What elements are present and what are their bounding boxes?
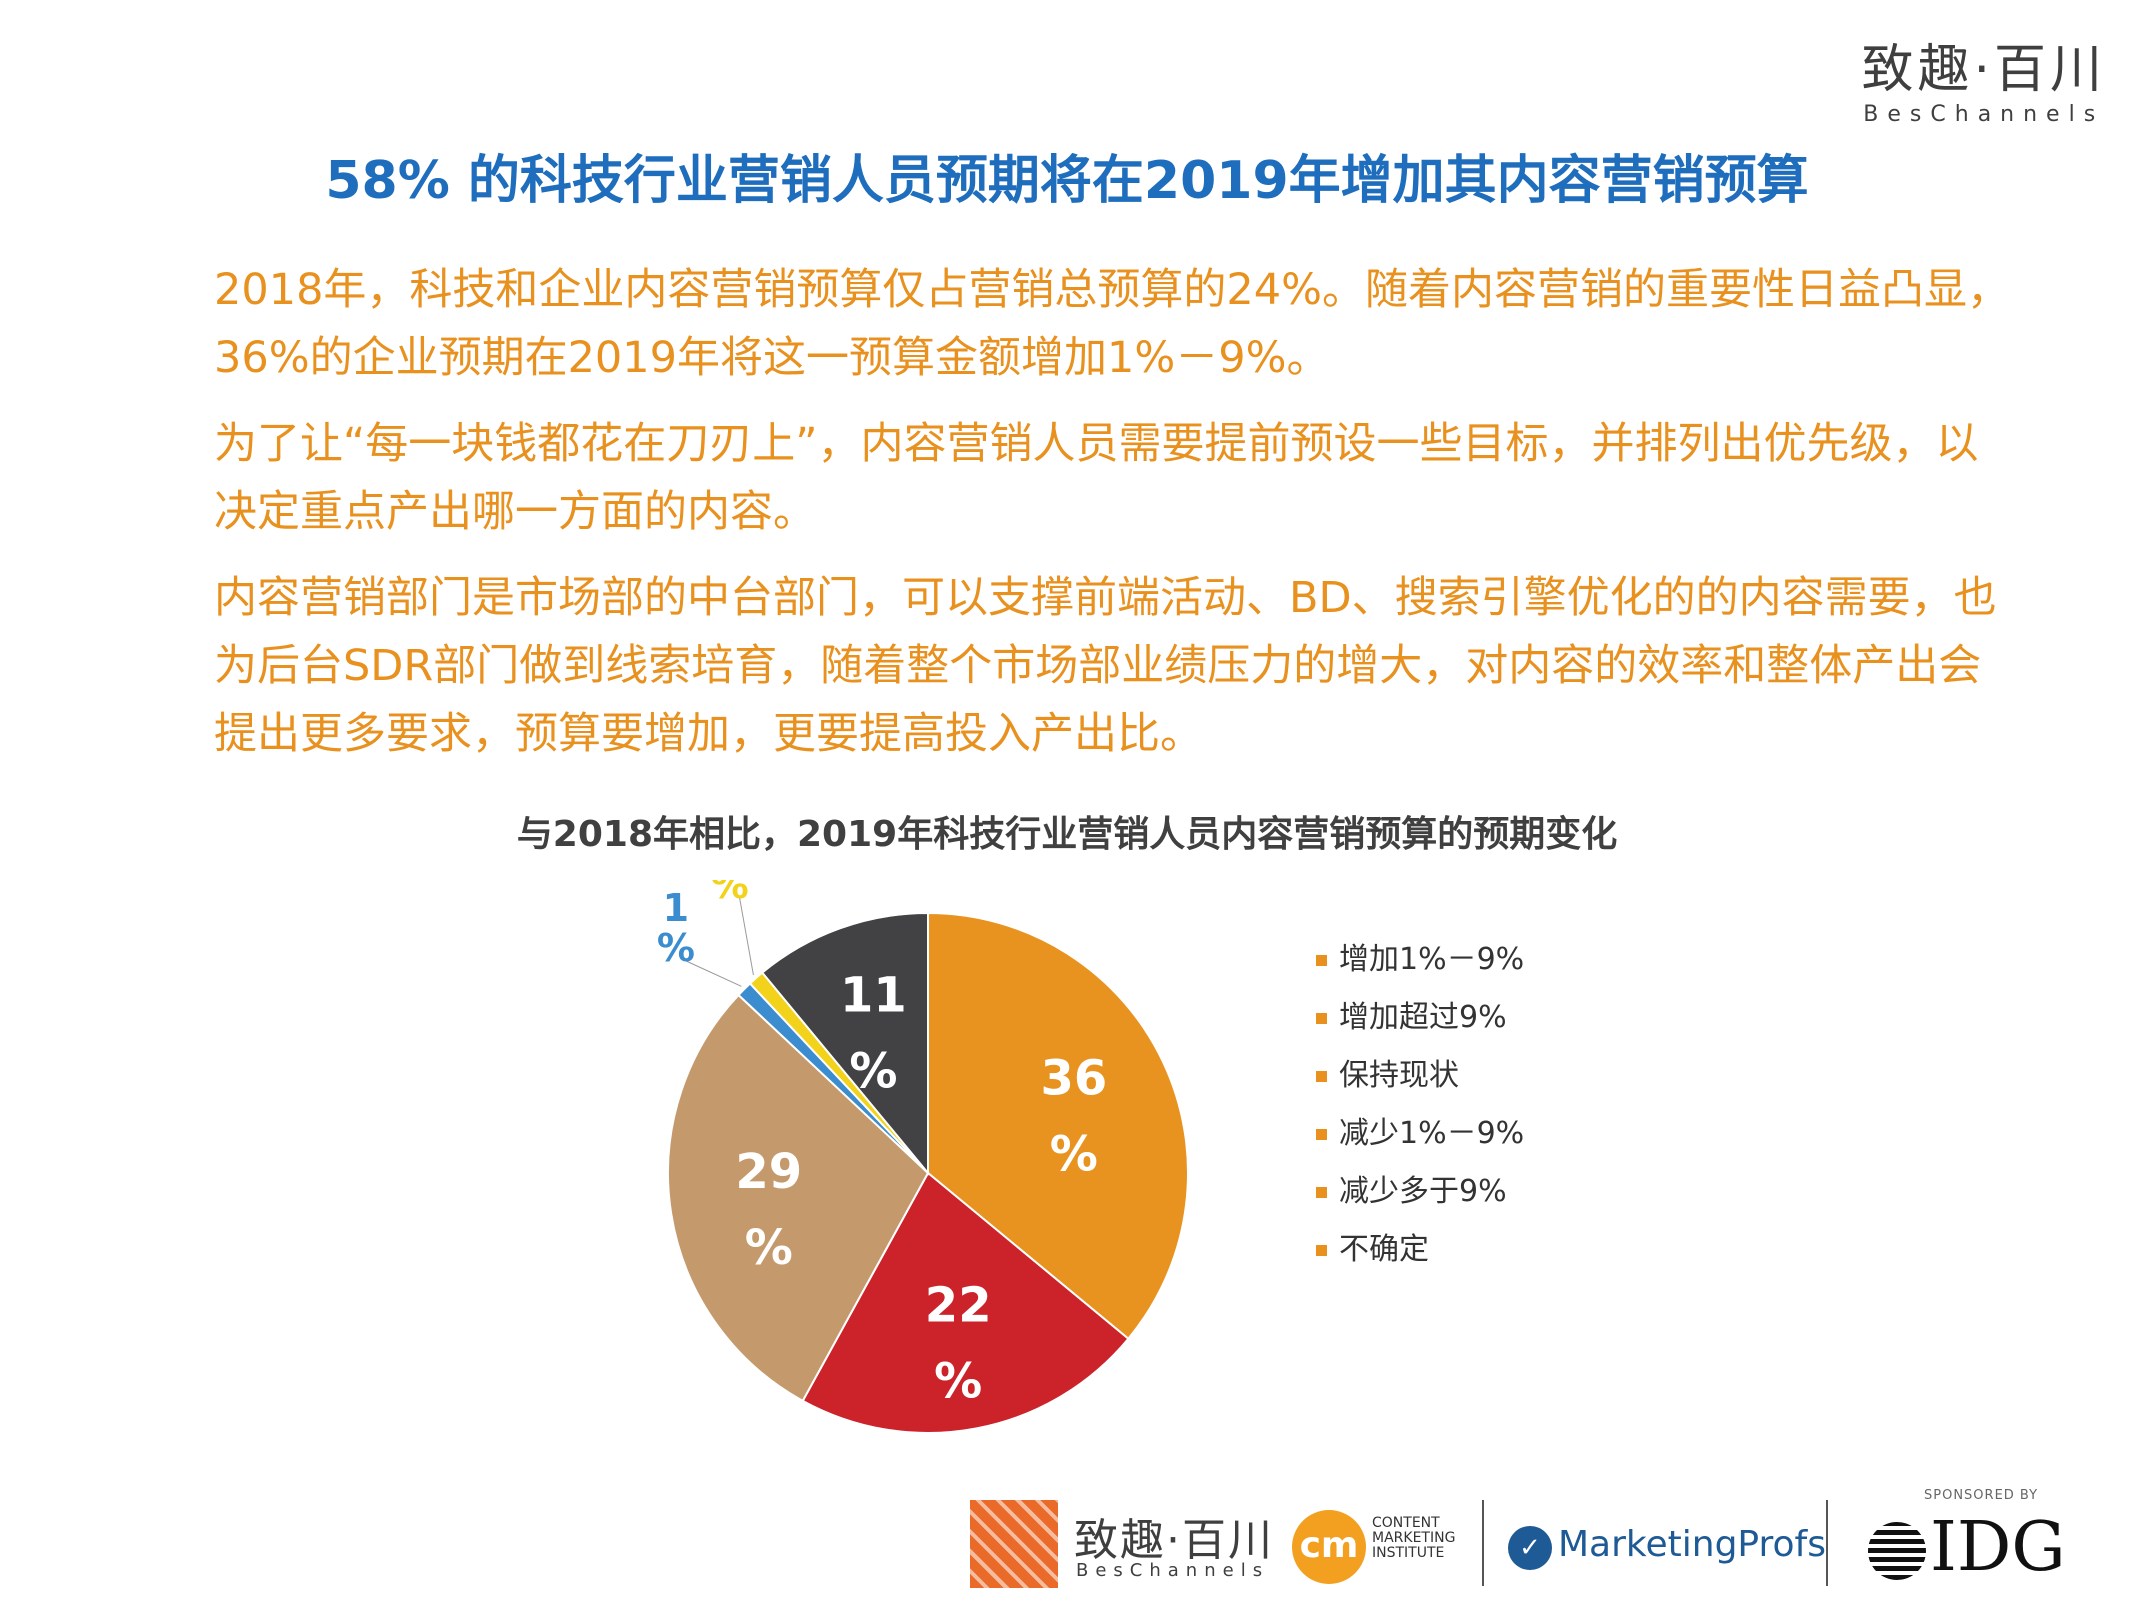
paragraph-1: 2018年，科技和企业内容营销预算仅占营销总预算的24%。随着内容营销的重要性日… <box>214 265 2011 383</box>
legend-swatch <box>1316 955 1327 966</box>
legend-label: 减少1%－9% <box>1339 1116 1525 1151</box>
marketingprofs-logo: MarketingProfs <box>1558 1524 1826 1565</box>
cmi-line: INSTITUTE <box>1372 1545 1445 1561</box>
slice-percent-label: % <box>1050 1126 1098 1182</box>
slice-percent-label: % <box>934 1353 982 1409</box>
slice-value-label: 36 <box>1040 1050 1107 1106</box>
slice-percent-label: % <box>849 1043 897 1099</box>
legend-swatch <box>1316 1129 1327 1140</box>
legend-swatch <box>1316 1187 1327 1198</box>
chart-legend: 增加1%－9% 增加超过9% 保持现状 减少1%－9% 减少多于9% 不确定 <box>1316 940 1524 1288</box>
slice-value-label: 29 <box>735 1144 802 1200</box>
beschannels-logo-en: BesChannels <box>1076 1560 1270 1581</box>
footer-logos: 致趣·百川 BesChannels cm CONTENT MARKETING I… <box>970 1488 2110 1588</box>
brand-name-en: BesChannels <box>1863 102 2105 127</box>
slice-value-label: 11 <box>840 967 907 1023</box>
slice-percent-label: % <box>745 1220 793 1276</box>
legend-label: 减少多于9% <box>1339 1174 1507 1209</box>
legend-item: 增加超过9% <box>1316 998 1524 1038</box>
cmi-line: MARKETING <box>1372 1530 1456 1546</box>
legend-item: 增加1%－9% <box>1316 940 1524 980</box>
beschannels-logo-mark <box>970 1500 1058 1588</box>
pie-slice <box>927 911 1189 1341</box>
logo-divider <box>1826 1500 1828 1586</box>
legend-item: 保持现状 <box>1316 1056 1524 1096</box>
idg-globe-icon <box>1868 1522 1926 1580</box>
pie-slice <box>760 911 929 1176</box>
slice-value-label: 22 <box>925 1277 992 1333</box>
pie-slice <box>667 993 930 1403</box>
brand-logo-top: 致趣·百川 BesChannels <box>1861 40 2106 127</box>
cmi-logo-text: CONTENT MARKETING INSTITUTE <box>1372 1516 1455 1561</box>
sponsored-by-label: SPONSORED BY <box>1924 1488 2039 1503</box>
marketingprofs-icon: ✓ <box>1508 1526 1552 1570</box>
body-text: 2018年，科技和企业内容营销预算仅占营销总预算的24%。随着内容营销的重要性日… <box>214 256 2014 786</box>
leader-line <box>739 897 754 976</box>
logo-divider <box>1482 1500 1484 1586</box>
page-title: 58% 的科技行业营销人员预期将在2019年增加其内容营销预算 <box>325 151 1809 211</box>
leader-line <box>685 960 742 987</box>
slice-value-label: 1 <box>663 886 689 930</box>
legend-label: 保持现状 <box>1339 1058 1459 1093</box>
paragraph-3: 内容营销部门是市场部的中台部门，可以支撑前端活动、BD、搜索引擎优化的的内容需要… <box>214 573 1997 759</box>
beschannels-logo-cn: 致趣·百川 <box>1074 1515 1274 1566</box>
brand-name-cn: 致趣·百川 <box>1861 40 2106 100</box>
slice-percent-label: % <box>657 926 695 970</box>
legend-swatch <box>1316 1013 1327 1024</box>
pie-slice <box>801 1171 1130 1434</box>
idg-logo: IDG <box>1930 1508 2066 1587</box>
legend-item: 减少多于9% <box>1316 1172 1524 1212</box>
pie-chart: 36%22%29%1%1%11% <box>657 880 1189 1434</box>
legend-swatch <box>1316 1245 1327 1256</box>
legend-label: 增加1%－9% <box>1339 942 1525 977</box>
legend-item: 减少1%－9% <box>1316 1114 1524 1154</box>
legend-swatch <box>1316 1071 1327 1082</box>
slice-percent-label: % <box>711 880 749 907</box>
chart-title: 与2018年相比，2019年科技行业营销人员内容营销预算的预期变化 <box>516 814 1618 855</box>
legend-item: 不确定 <box>1316 1230 1524 1270</box>
cmi-logo-mark: cm <box>1292 1510 1366 1584</box>
cmi-line: CONTENT <box>1372 1515 1440 1531</box>
paragraph-2: 为了让“每一块钱都花在刀刃上”，内容营销人员需要提前预设一些目标，并排列出优先级… <box>214 419 1979 537</box>
legend-label: 不确定 <box>1339 1232 1429 1267</box>
legend-label: 增加超过9% <box>1339 1000 1507 1035</box>
